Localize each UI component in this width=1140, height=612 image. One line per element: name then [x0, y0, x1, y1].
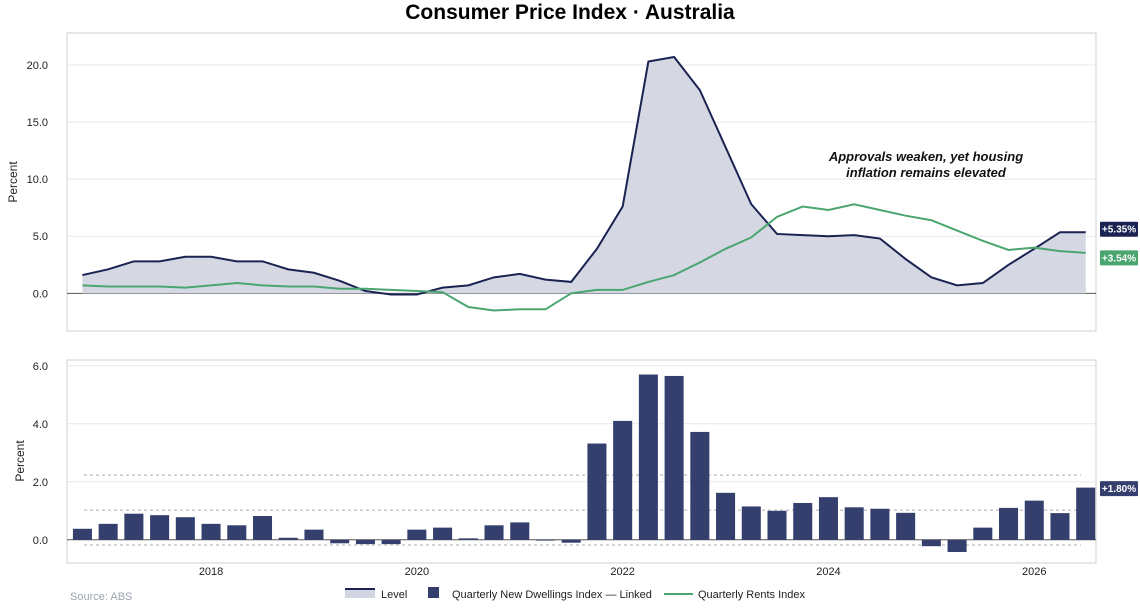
- dwellings-bar: [973, 527, 993, 540]
- dwellings-bar: [252, 516, 273, 540]
- bottom-panel-frame: [66, 359, 1097, 564]
- dwellings-bar: [767, 510, 787, 540]
- x-tick-label: 2026: [1022, 566, 1046, 578]
- dwellings-bar: [124, 513, 144, 540]
- bars-end-badge-box: [1100, 481, 1138, 497]
- dwellings-bar: [484, 525, 504, 540]
- dwellings-bar: [690, 431, 710, 540]
- dwellings-bar: [355, 539, 375, 545]
- bottom-gridlines: [67, 365, 1096, 541]
- rents-line: [82, 203, 1086, 312]
- dwellings-bar: [664, 375, 684, 540]
- dwellings-bar: [535, 539, 556, 541]
- top-y-tick-labels: 0.0 5.0 10.0 15.0 20.0: [27, 60, 48, 300]
- legend-swatch-dwellings: [428, 587, 439, 598]
- legend-label-dwellings: Quarterly New Dwellings Index — Linked: [452, 589, 652, 601]
- x-tick-label: 2024: [816, 566, 840, 578]
- dwellings-bar: [72, 528, 92, 540]
- dwellings-bar: [613, 420, 633, 540]
- bottom-y-tick-label: 6.0: [33, 361, 48, 373]
- bottom-y-tick-label: 0.0: [33, 535, 48, 547]
- dwellings-bar: [638, 374, 658, 540]
- top-panel: 0.0 5.0 10.0 15.0 20.0 Percent Approvals wea…: [6, 32, 1138, 332]
- dwellings-bar: [175, 517, 195, 540]
- legend-item-level: Level: [345, 588, 407, 601]
- legend: Level Quarterly New Dwellings Index — Li…: [345, 587, 805, 601]
- dwellings-bar: [201, 523, 221, 540]
- dwellings-bar: [1050, 513, 1070, 540]
- x-tick-label: 2020: [405, 566, 429, 578]
- dwellings-bar: [818, 497, 838, 540]
- x-tick-labels: 2018 2020 2022 2024 2026: [199, 566, 1047, 578]
- top-y-tick-label: 20.0: [27, 60, 48, 72]
- source-note: Source: ABS: [70, 591, 132, 603]
- legend-item-rents: Quarterly Rents Index: [664, 589, 805, 601]
- level-end-badge-label: +5.35%: [1102, 225, 1136, 236]
- legend-label-rents: Quarterly Rents Index: [698, 589, 805, 601]
- rents-end-badge-box: [1100, 250, 1138, 266]
- dwellings-bars: [72, 374, 1096, 552]
- dwellings-bar: [1076, 487, 1096, 540]
- dwellings-bar: [278, 537, 298, 540]
- dwellings-bar: [716, 492, 736, 540]
- dwellings-bar: [98, 523, 118, 540]
- dwellings-bar: [741, 506, 761, 540]
- level-line: [82, 55, 1086, 296]
- dwellings-bar: [433, 527, 453, 540]
- dwellings-bar: [844, 507, 864, 540]
- bottom-reference-lines: [84, 474, 1081, 546]
- bars-end-badge-label: +1.80%: [1102, 484, 1136, 495]
- level-end-badge: +5.35%: [1100, 221, 1138, 237]
- annotation-line-2: inflation remains elevated: [846, 165, 1007, 180]
- dwellings-bar: [921, 539, 941, 547]
- bottom-y-axis-label: Percent: [13, 440, 27, 482]
- top-y-axis-label: Percent: [6, 161, 20, 203]
- dwellings-bar: [947, 539, 967, 552]
- dwellings-bar: [561, 539, 581, 543]
- top-panel-frame: [66, 32, 1097, 332]
- annotation-line-1: Approvals weaken, yet housing: [828, 149, 1023, 164]
- dwellings-bar: [1024, 500, 1044, 540]
- dwellings-bar: [150, 515, 170, 540]
- bottom-y-tick-labels: 0.0 2.0 4.0 6.0: [33, 361, 48, 547]
- dwellings-bar: [227, 525, 247, 540]
- bars-end-badge: +1.80%: [1100, 481, 1138, 497]
- x-tick-label: 2022: [610, 566, 634, 578]
- dwellings-bar: [587, 443, 607, 540]
- dwellings-bar: [793, 502, 813, 540]
- dwellings-bar: [870, 508, 890, 540]
- dwellings-bar: [304, 529, 324, 540]
- dwellings-bar: [330, 539, 350, 544]
- level-area: [82, 56, 1086, 295]
- legend-item-dwellings: Quarterly New Dwellings Index — Linked: [428, 587, 652, 601]
- dwellings-bar: [999, 507, 1019, 540]
- legend-swatch-level: [345, 589, 375, 598]
- top-y-tick-label: 10.0: [27, 174, 48, 186]
- rents-end-badge: +3.54%: [1100, 250, 1138, 266]
- x-tick-label: 2018: [199, 566, 223, 578]
- chart-title: Consumer Price Index · Australia: [405, 1, 735, 24]
- dwellings-bar: [458, 538, 478, 540]
- level-end-badge-box: [1100, 221, 1138, 237]
- bottom-y-tick-label: 2.0: [33, 477, 48, 489]
- top-y-tick-label: 5.0: [33, 231, 48, 243]
- legend-label-level: Level: [381, 589, 407, 601]
- bottom-y-tick-label: 4.0: [33, 419, 48, 431]
- rents-end-badge-label: +3.54%: [1102, 253, 1136, 264]
- dwellings-bar: [510, 522, 530, 540]
- dwellings-bar: [896, 512, 916, 540]
- bottom-panel: 0.0 2.0 4.0 6.0 2018 2020 2022 2024 2026 Percen…: [13, 359, 1138, 578]
- dwellings-bar: [381, 539, 401, 545]
- top-y-tick-label: 0.0: [33, 288, 48, 300]
- top-y-tick-label: 15.0: [27, 117, 48, 129]
- dwellings-bar: [407, 529, 427, 540]
